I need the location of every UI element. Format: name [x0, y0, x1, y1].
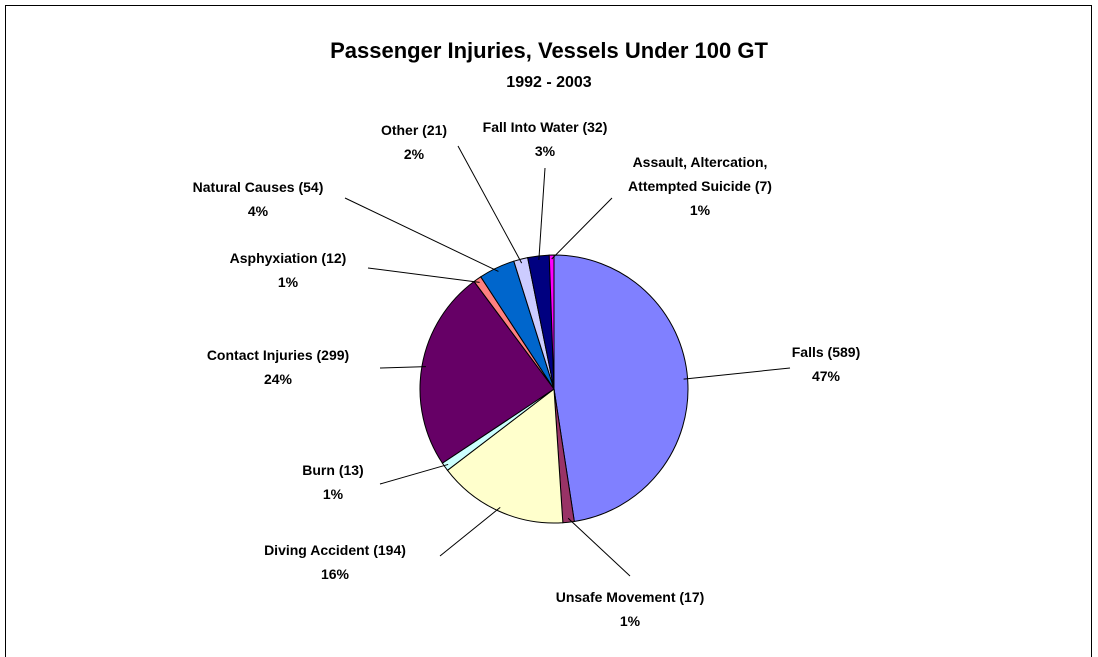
percent-label: 3%: [535, 143, 556, 159]
slice-label-line: Falls (589): [792, 344, 860, 360]
percent-label: 4%: [248, 203, 269, 219]
chart-title: Passenger Injuries, Vessels Under 100 GT: [330, 38, 768, 63]
slice-label-line: Attempted Suicide (7): [628, 178, 772, 194]
slice-label: Unsafe Movement (17): [556, 589, 705, 605]
slice-label-line: Natural Causes (54): [193, 179, 324, 195]
slice-label: Falls (589): [792, 344, 860, 360]
pie-slice: [446, 388, 564, 524]
slice-label: Natural Causes (54): [193, 179, 324, 195]
leader-line: [567, 517, 631, 577]
percent-label: 1%: [323, 486, 344, 502]
slice-label: Asphyxiation (12): [230, 250, 347, 266]
slice-label-line: Fall Into Water (32): [483, 119, 608, 135]
leader-line: [457, 145, 523, 264]
leader-line: [379, 463, 449, 485]
leader-line: [379, 366, 426, 369]
slice-label-line: Contact Injuries (299): [207, 347, 349, 363]
pie-slice: [419, 280, 555, 464]
pie-slice: [548, 254, 555, 390]
leader-line: [367, 267, 480, 283]
slice-label-line: Burn (13): [302, 462, 363, 478]
chart-subtitle: 1992 - 2003: [506, 74, 592, 91]
slice-label-line: Other (21): [381, 122, 447, 138]
slice-label-line: Unsafe Movement (17): [556, 589, 705, 605]
percent-label: 1%: [690, 202, 711, 218]
slice-label: Burn (13): [302, 462, 363, 478]
percent-label: 24%: [264, 371, 293, 387]
leader-line: [439, 506, 501, 557]
slice-label: Diving Accident (194): [264, 542, 406, 558]
percent-label: 16%: [321, 566, 350, 582]
percent-label: 47%: [812, 368, 841, 384]
leader-line: [551, 197, 613, 260]
slice-label: Other (21): [381, 122, 447, 138]
slice-label: Contact Injuries (299): [207, 347, 349, 363]
percent-label: 1%: [278, 274, 299, 290]
slice-label: Fall Into Water (32): [483, 119, 608, 135]
leader-line: [683, 367, 791, 380]
slice-label-line: Diving Accident (194): [264, 542, 406, 558]
leader-line: [344, 197, 499, 272]
slice-label-line: Asphyxiation (12): [230, 250, 347, 266]
percent-label: 2%: [404, 146, 425, 162]
leader-line: [538, 167, 546, 260]
slice-label-line: Assault, Altercation,: [633, 154, 768, 170]
percent-label: 1%: [620, 613, 641, 629]
slice-label: Assault, Altercation, Attempted Suicide (…: [628, 154, 772, 194]
